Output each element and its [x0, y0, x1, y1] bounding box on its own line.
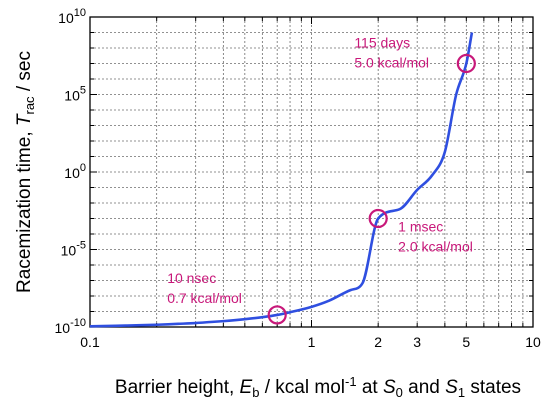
y-tick-base: 10	[55, 320, 71, 336]
y-tick-exponent: -10	[70, 317, 86, 329]
y-tick-label: 10-10	[55, 317, 86, 336]
grid	[90, 17, 533, 327]
y-tick-exponent: -5	[76, 240, 86, 252]
x-tick-label: 10	[525, 334, 541, 350]
y-tick-label: 105	[64, 85, 86, 104]
y-tick-base: 10	[58, 10, 74, 26]
marker-layer	[267, 53, 476, 325]
y-tick-label: 1010	[58, 7, 86, 26]
y-tick-exponent: 0	[80, 162, 86, 174]
y-tick-base: 10	[64, 88, 80, 104]
annotation-label: 1 msec	[398, 219, 443, 235]
y-tick-exponent: 5	[80, 85, 86, 97]
x-axis-label: Barrier height, Eb / kcal mol-1 at S0 an…	[115, 374, 521, 400]
y-tick-base: 10	[64, 165, 80, 181]
y-tick-label: 10-5	[61, 240, 86, 259]
series-layer	[89, 32, 474, 328]
highlight-marker	[456, 53, 476, 74]
x-tick-label: 2	[374, 334, 382, 350]
axis-ticks	[90, 16, 533, 328]
y-tick-exponent: 10	[74, 7, 86, 19]
x-tick-labels: 0.1 1 2 3 5 10	[80, 334, 541, 350]
annotation-label: 115 days	[354, 35, 410, 51]
y-tick-base: 10	[61, 243, 77, 259]
highlight-marker	[267, 305, 287, 325]
annotation-label: 2.0 kcal/mol	[398, 239, 473, 255]
highlight-marker	[368, 208, 388, 229]
annotation-label: 5.0 kcal/mol	[354, 55, 429, 71]
annotation-label: 10 nsec	[167, 270, 216, 286]
x-tick-label: 3	[413, 334, 421, 350]
annotation-label: 0.7 kcal/mol	[167, 290, 242, 306]
series-line	[89, 32, 474, 328]
x-tick-label: 1	[308, 334, 316, 350]
annotation-layer: 10 nsec 0.7 kcal/mol 1 msec 2.0 kcal/mol 115…	[167, 35, 473, 306]
x-tick-label: 5	[462, 334, 470, 350]
y-axis-label: Racemization time, Trac / sec	[14, 51, 37, 293]
y-tick-label: 100	[64, 162, 86, 181]
x-tick-label: 0.1	[80, 334, 100, 350]
